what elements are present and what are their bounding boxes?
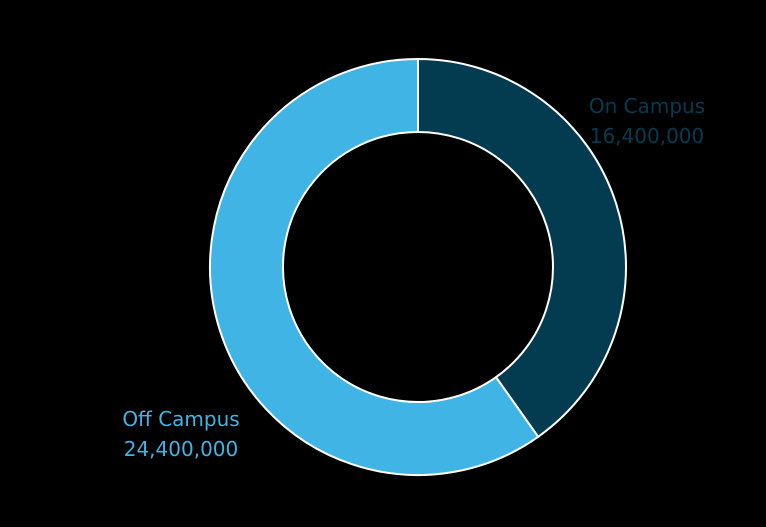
on-campus-value-label: 16,400,000 [590, 124, 705, 148]
slice-label-on-campus: On Campus 16,400,000 [589, 94, 705, 148]
off-campus-value-label: 24,400,000 [124, 437, 239, 461]
off-campus-category-label: Off Campus [122, 407, 239, 431]
donut-slice-on-campus [417, 57, 627, 439]
slice-label-off-campus: Off Campus 24,400,000 [122, 407, 239, 461]
donut-slice-off-campus [209, 57, 540, 476]
on-campus-category-label: On Campus [589, 94, 705, 118]
donut-slices [209, 57, 627, 476]
